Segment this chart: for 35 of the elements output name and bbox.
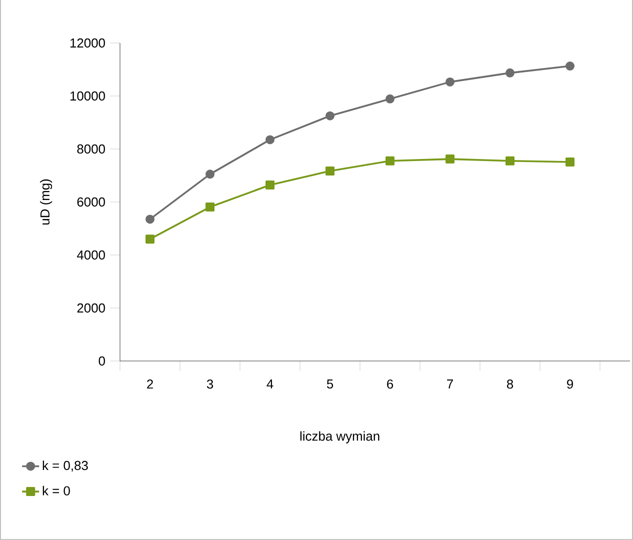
x-tick-label: 9 [567, 380, 573, 389]
x-axis-title: liczba wymian [300, 431, 380, 444]
point [446, 154, 455, 164]
legend-label: k = 0,83 [42, 460, 88, 472]
point [566, 157, 575, 166]
y-tick-label: 10000 [70, 91, 105, 101]
y-tick-label: 12000 [70, 38, 105, 48]
point [146, 234, 155, 244]
x-tick-label: 4 [266, 380, 274, 388]
legend-label: k = 0 [42, 486, 70, 496]
x-tick-label: 6 [387, 380, 394, 389]
y-tick-label: 4000 [76, 250, 105, 260]
y-tick-label: 0 [98, 356, 105, 366]
point [446, 77, 455, 86]
point [146, 214, 155, 224]
y-tick-label: 8000 [77, 144, 105, 154]
point [266, 135, 275, 144]
x-tick-label: 2 [147, 380, 153, 389]
x-tick-label: 3 [206, 380, 214, 389]
y-tick-label: 2000 [77, 303, 105, 313]
point [386, 156, 395, 166]
point [266, 180, 275, 190]
x-tick-label: 5 [326, 380, 334, 389]
x-tick-label: 7 [447, 380, 453, 388]
point [566, 62, 575, 71]
point [326, 166, 335, 176]
y-tick-label: 6000 [77, 197, 105, 207]
point [386, 94, 395, 104]
point [206, 202, 215, 212]
point [206, 170, 215, 179]
y-axis-title: uD (mg) [40, 179, 52, 225]
point [326, 111, 335, 120]
x-tick-label: 8 [506, 380, 514, 389]
point [506, 68, 515, 78]
point [506, 156, 515, 166]
